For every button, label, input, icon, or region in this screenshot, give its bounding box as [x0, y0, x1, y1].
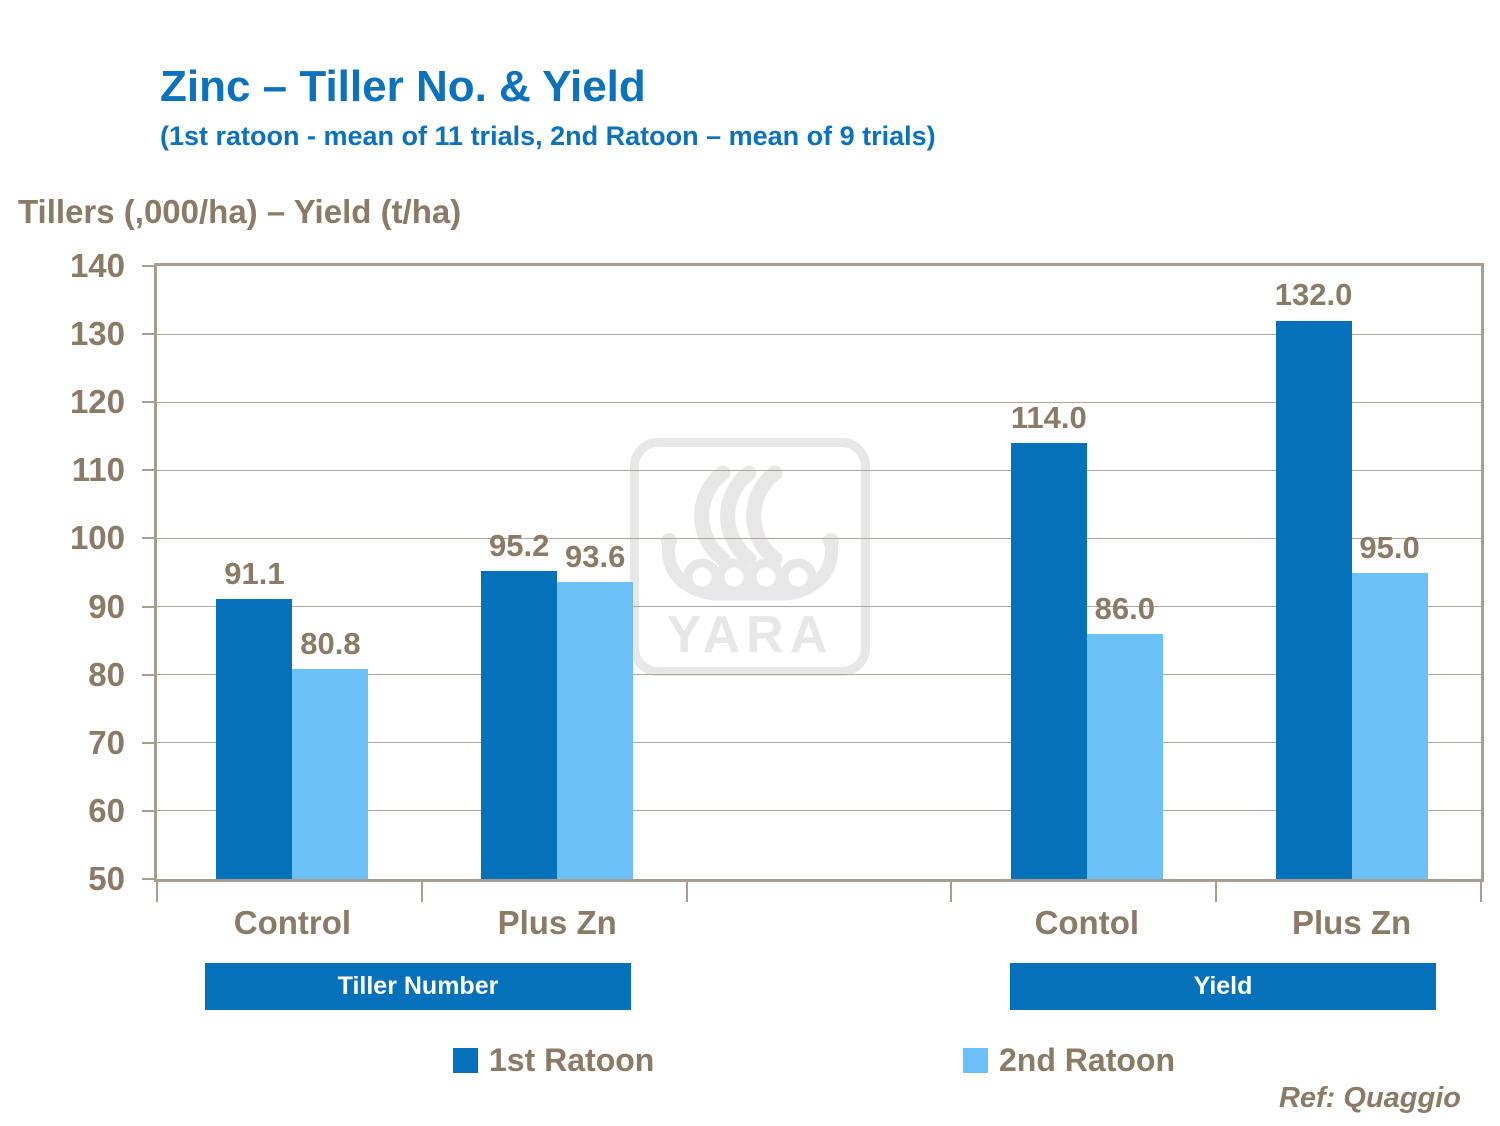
- legend-item-2nd-ratoon: 2nd Ratoon: [963, 1042, 1175, 1079]
- bar-value-label: 95.2: [489, 528, 550, 564]
- bar-value-label: 132.0: [1274, 277, 1353, 313]
- gridline: [157, 537, 1481, 539]
- y-axis-tick-mark: [142, 401, 156, 404]
- gridline: [157, 674, 1481, 676]
- bar-1st-ratoon-control: [216, 599, 293, 879]
- y-axis-tick-mark: [142, 469, 156, 472]
- legend-label-2nd-ratoon: 2nd Ratoon: [999, 1042, 1175, 1078]
- category-label-plus-zn: Plus Zn: [497, 904, 617, 941]
- yara-watermark-text: YARA: [667, 606, 834, 664]
- category-label-plus-zn: Plus Zn: [1292, 904, 1412, 941]
- y-axis-tick-label: 70: [88, 723, 125, 761]
- y-axis-tick-label: 140: [69, 247, 125, 284]
- legend-item-1st-ratoon: 1st Ratoon: [453, 1042, 654, 1079]
- y-axis-tick-mark: [142, 265, 156, 267]
- y-axis-tick-mark: [142, 809, 156, 812]
- bar-value-label: 95.0: [1359, 529, 1420, 565]
- category-label-contol: Contol: [1034, 904, 1140, 941]
- gridline: [157, 401, 1481, 403]
- legend-swatch-1st-ratoon-icon: [453, 1048, 478, 1073]
- bar-2nd-ratoon-contol: [1086, 633, 1163, 879]
- x-axis-tick-mark: [685, 882, 688, 902]
- y-axis-tick-label: 110: [71, 451, 125, 489]
- x-axis-tick-mark: [950, 882, 953, 902]
- yara-ship-icon: YARA: [661, 465, 839, 664]
- bar-value-label: 91.1: [224, 556, 285, 592]
- y-axis-tick-mark: [142, 333, 156, 336]
- y-axis-tick-label: 120: [69, 383, 125, 421]
- bar-1st-ratoon-plus-zn: [481, 571, 558, 879]
- bar-2nd-ratoon-plus-zn: [1351, 572, 1428, 879]
- y-axis-tick-mark: [142, 537, 156, 540]
- y-axis-tick-label: 130: [69, 315, 125, 353]
- plot-area: YARA 91.1 80.8 95.2 93.6 114.0 86.0 132.0 95.0: [154, 263, 1484, 882]
- category-label-control: Control: [233, 904, 352, 941]
- y-axis-tick-label: 90: [88, 587, 125, 625]
- gridline: [157, 606, 1481, 608]
- page-subtitle: (1st ratoon - mean of 11 trials, 2nd Rat…: [160, 121, 936, 151]
- legend-label-1st-ratoon: 1st Ratoon: [489, 1042, 655, 1078]
- y-axis-tick-mark: [142, 673, 156, 676]
- x-axis-tick-mark: [1480, 882, 1482, 902]
- yara-watermark: YARA: [630, 438, 870, 676]
- y-axis-tick-mark: [142, 878, 156, 880]
- bar-1st-ratoon-contol: [1010, 443, 1087, 879]
- y-axis-tick-mark: [142, 741, 156, 744]
- y-axis-tick-mark: [142, 605, 156, 608]
- bar-value-label: 93.6: [565, 539, 626, 575]
- gridline: [157, 333, 1481, 335]
- gridline: [157, 810, 1481, 812]
- y-axis-tick-label: 60: [88, 791, 125, 829]
- section-banner-tiller-number: Tiller Number: [205, 963, 631, 1010]
- page-title: Zinc – Tiller No. & Yield: [160, 62, 646, 111]
- reference-note: Ref: Quaggio: [1278, 1082, 1461, 1114]
- bar-2nd-ratoon-plus-zn: [557, 582, 634, 879]
- bar-2nd-ratoon-control: [292, 669, 369, 879]
- gridline: [157, 469, 1481, 471]
- y-axis-tick-label: 50: [88, 860, 125, 897]
- bar-value-label: 80.8: [300, 626, 361, 662]
- x-axis-tick-mark: [1215, 882, 1218, 902]
- x-axis-tick-mark: [156, 882, 158, 902]
- x-axis-tick-mark: [420, 882, 423, 902]
- y-axis-tick-label: 80: [88, 655, 125, 693]
- y-axis-title: Tillers (,000/ha) – Yield (t/ha): [18, 193, 462, 230]
- legend-swatch-2nd-ratoon-icon: [963, 1048, 988, 1073]
- bar-value-label: 86.0: [1094, 590, 1155, 626]
- section-banner-yield: Yield: [1010, 963, 1436, 1010]
- y-axis-tick-label: 100: [69, 519, 125, 557]
- gridline: [157, 742, 1481, 744]
- bar-value-label: 114.0: [1010, 400, 1087, 436]
- bar-1st-ratoon-plus-zn: [1275, 320, 1352, 879]
